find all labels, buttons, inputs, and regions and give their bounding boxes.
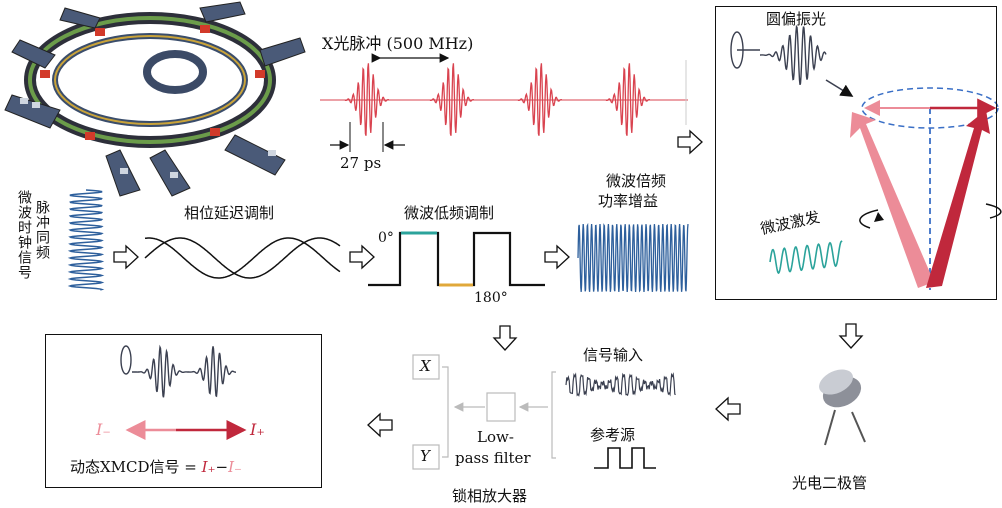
- formula-minus: −: [215, 458, 229, 476]
- formula-prefix: 动态XMCD信号 =: [70, 458, 202, 476]
- photodiode-icon: [819, 369, 866, 446]
- arrow-left-icon: [367, 412, 393, 438]
- low-freq-label: 微波低频调制: [404, 204, 495, 222]
- square-modulation: [368, 231, 545, 287]
- arrow-down-icon: [838, 323, 864, 349]
- formula-iplus: I₊: [201, 458, 216, 476]
- arrow-right-icon: [544, 244, 570, 270]
- output-x-label: X: [420, 357, 431, 375]
- sine-wave-b: [144, 237, 341, 279]
- pulse-width-label: 27 ps: [340, 154, 382, 172]
- signal-input-label: 信号输入: [583, 346, 644, 364]
- filter-label-1: Low-: [477, 428, 514, 446]
- multiplied-wave: [577, 222, 689, 293]
- photodiode-label: 光电二极管: [792, 474, 868, 492]
- pulse-width-marker: [330, 122, 405, 152]
- result-box: [45, 334, 322, 488]
- multiplier-label-1: 微波倍频: [606, 172, 667, 190]
- arrow-right-icon: [113, 244, 139, 270]
- xmcd-formula: 动态XMCD信号 = I₊−I₋: [70, 456, 242, 477]
- circ-pol-label: 圆偏振光: [766, 10, 827, 28]
- clock-label-2: 微波时钟信号: [16, 190, 32, 280]
- clock-label-1: 脉冲同频: [34, 200, 50, 260]
- arrow-left-icon: [715, 396, 741, 422]
- filter-label-2: pass filter: [455, 449, 531, 467]
- reference-label: 参考源: [590, 426, 636, 444]
- i-minus-label: I₋: [96, 420, 111, 439]
- angle-0-label: 0°: [378, 230, 394, 246]
- lockin-diagram: [412, 354, 676, 470]
- xmcd-cone-diagram: [730, 24, 1002, 290]
- synchrotron-illustration: [4, 1, 306, 197]
- i-plus-label: I₊: [250, 420, 265, 439]
- flow-arrows: [113, 129, 864, 438]
- arrow-right-icon: [677, 129, 703, 155]
- phase-delay-label: 相位延迟调制: [184, 204, 275, 222]
- xray-pulse-train: [320, 60, 688, 136]
- formula-iminus: I₋: [228, 458, 242, 476]
- sine-wave-a: [144, 237, 341, 279]
- sample-box: [715, 6, 997, 300]
- arrow-right-icon: [349, 244, 375, 270]
- output-y-label: Y: [420, 447, 430, 465]
- clock-wave: [67, 189, 105, 291]
- arrow-down-icon: [492, 325, 518, 351]
- result-diagram: [120, 344, 247, 440]
- xray-pulse-title: X光脉冲 (500 MHz): [322, 34, 474, 53]
- multiplier-label-2: 功率增益: [598, 192, 659, 210]
- lockin-title: 锁相放大器: [452, 487, 528, 505]
- angle-180-label: 180°: [474, 290, 508, 306]
